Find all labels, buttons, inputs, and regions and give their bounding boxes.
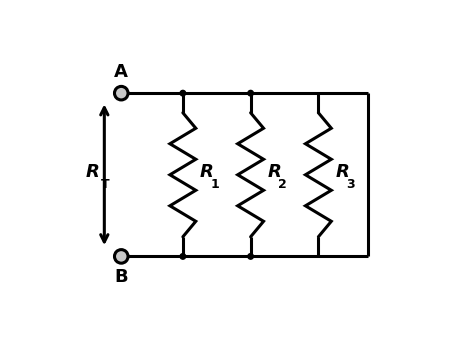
Text: T: T	[101, 178, 109, 191]
Text: A: A	[114, 63, 128, 81]
Circle shape	[248, 90, 254, 96]
Text: R: R	[86, 163, 100, 181]
Circle shape	[180, 254, 186, 259]
Circle shape	[115, 250, 128, 263]
Text: R: R	[267, 163, 282, 181]
Circle shape	[115, 86, 128, 100]
Text: B: B	[114, 268, 128, 286]
Text: R: R	[200, 163, 214, 181]
Text: R: R	[335, 163, 349, 181]
Text: 1: 1	[210, 178, 219, 191]
Text: 2: 2	[278, 178, 287, 191]
Text: 3: 3	[346, 178, 355, 191]
Circle shape	[248, 254, 254, 259]
Circle shape	[180, 90, 186, 96]
